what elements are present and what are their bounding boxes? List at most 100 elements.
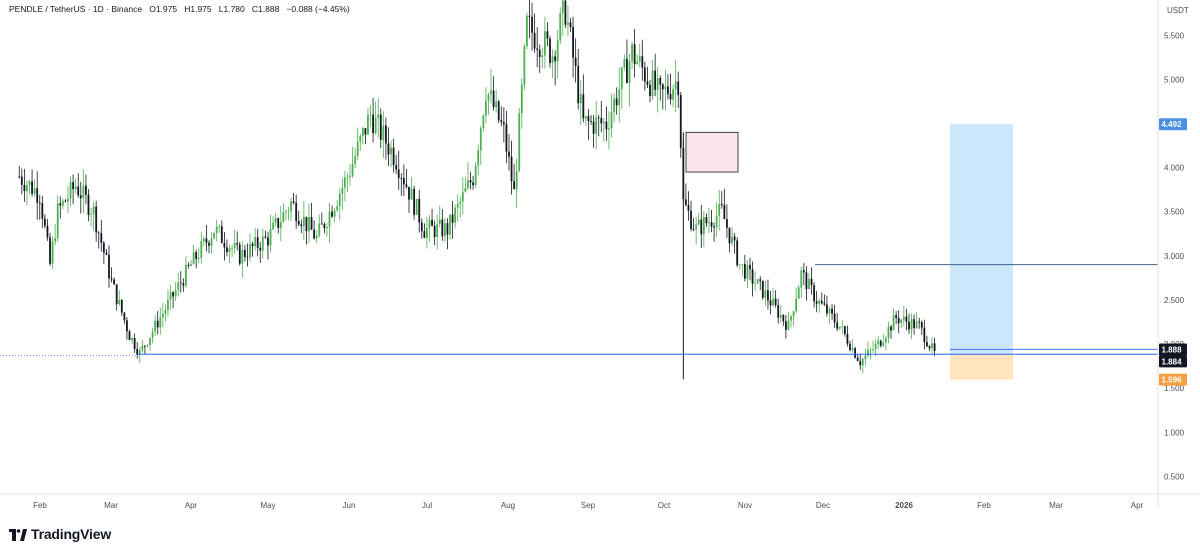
candle-body: [402, 177, 405, 185]
candle-body: [587, 116, 590, 122]
long-position-target-zone[interactable]: [950, 124, 1013, 354]
x-tick-label: Oct: [658, 501, 671, 510]
candle-body: [782, 315, 785, 322]
x-tick-label: Apr: [185, 501, 198, 510]
candle-body: [697, 219, 700, 225]
candle-body: [149, 337, 151, 346]
candle-body: [674, 81, 677, 90]
x-tick-label: May: [260, 501, 275, 510]
candle-body: [867, 350, 869, 356]
candle-body: [154, 320, 157, 332]
candle-body: [451, 214, 454, 223]
supply-zone-box[interactable]: [685, 131, 739, 173]
candle-body: [343, 177, 346, 188]
candle-body: [905, 316, 908, 322]
candle-body: [531, 16, 533, 33]
y-tick-label: 5.000: [1164, 75, 1185, 84]
candle-body: [38, 202, 41, 204]
candle-body: [302, 216, 305, 227]
candle-body: [28, 181, 31, 186]
candle-body: [305, 216, 308, 232]
candle-body: [890, 326, 892, 331]
candle-body: [243, 249, 246, 257]
candle-body: [479, 128, 482, 151]
candle-body: [167, 299, 169, 311]
candle-body: [115, 284, 118, 305]
long-position-stop-zone[interactable]: [950, 353, 1013, 380]
candle-body: [138, 349, 141, 355]
candle-body: [20, 176, 23, 185]
candle-body: [856, 357, 859, 361]
candle-body: [900, 319, 903, 324]
candle-body: [897, 317, 900, 324]
candle-body: [413, 188, 416, 215]
candle-body: [633, 44, 636, 64]
candle-body: [320, 223, 323, 225]
candle-body: [249, 243, 251, 258]
candle-body: [359, 135, 362, 142]
candle-body: [836, 322, 839, 329]
candle-body: [841, 326, 844, 328]
candle-body: [136, 349, 139, 355]
last-price-tag: 1.888: [1162, 346, 1183, 355]
tradingview-logo-icon: [9, 528, 27, 541]
candle-body: [369, 114, 372, 116]
candle-body: [620, 67, 623, 90]
candle-body: [708, 222, 710, 224]
candle-body: [751, 269, 754, 284]
candle-body: [733, 236, 736, 241]
candle-body: [272, 222, 274, 230]
candle-body: [805, 272, 808, 290]
candle-body: [177, 282, 180, 291]
candle-body: [759, 279, 762, 281]
candle-body: [297, 221, 300, 225]
candle-body: [477, 150, 480, 166]
y-tick-label: 0.500: [1164, 472, 1185, 481]
candle-body: [861, 358, 864, 366]
candle-body: [502, 122, 505, 125]
candle-body: [226, 247, 228, 253]
y-tick-label: 3.500: [1164, 208, 1185, 217]
candle-body: [308, 217, 310, 232]
candle-body: [838, 326, 841, 329]
candle-body: [592, 121, 595, 134]
candle-body: [405, 184, 408, 187]
candle-body: [54, 238, 57, 242]
candle-body: [864, 355, 867, 359]
candle-body: [628, 60, 631, 83]
candle-body: [426, 228, 428, 238]
candle-body: [256, 237, 259, 248]
candle-body: [677, 81, 680, 96]
last-price-tag-bg: [1159, 343, 1187, 356]
candle-body: [241, 249, 244, 264]
candle-body: [469, 180, 472, 183]
candle-body: [656, 77, 659, 90]
candle-body: [920, 322, 923, 328]
candle-body: [336, 206, 339, 211]
candle-body: [579, 94, 582, 104]
candle-body: [133, 338, 136, 350]
candle-body: [31, 181, 33, 194]
x-tick-label: Apr: [1131, 501, 1144, 510]
candle-body: [195, 252, 198, 259]
candle-body: [220, 226, 223, 243]
candle-body: [602, 121, 605, 124]
candle-body: [690, 210, 692, 230]
tradingview-logo[interactable]: TradingView: [9, 526, 111, 542]
candle-body: [700, 219, 703, 235]
candle-body: [859, 360, 862, 366]
candle-body: [315, 235, 318, 239]
candle-body: [536, 48, 539, 50]
legend-symbol[interactable]: PENDLE / TetherUS · 1D · Binance: [9, 4, 143, 14]
candle-body: [190, 264, 192, 266]
candle-body: [808, 278, 810, 290]
candle-body: [879, 340, 882, 346]
candle-body: [792, 311, 795, 317]
x-tick-label: Feb: [33, 501, 47, 510]
candle-body: [854, 348, 857, 358]
candle-body: [918, 321, 921, 323]
candle-body: [754, 283, 757, 285]
candle-body: [64, 200, 67, 202]
candle-body: [456, 203, 459, 208]
